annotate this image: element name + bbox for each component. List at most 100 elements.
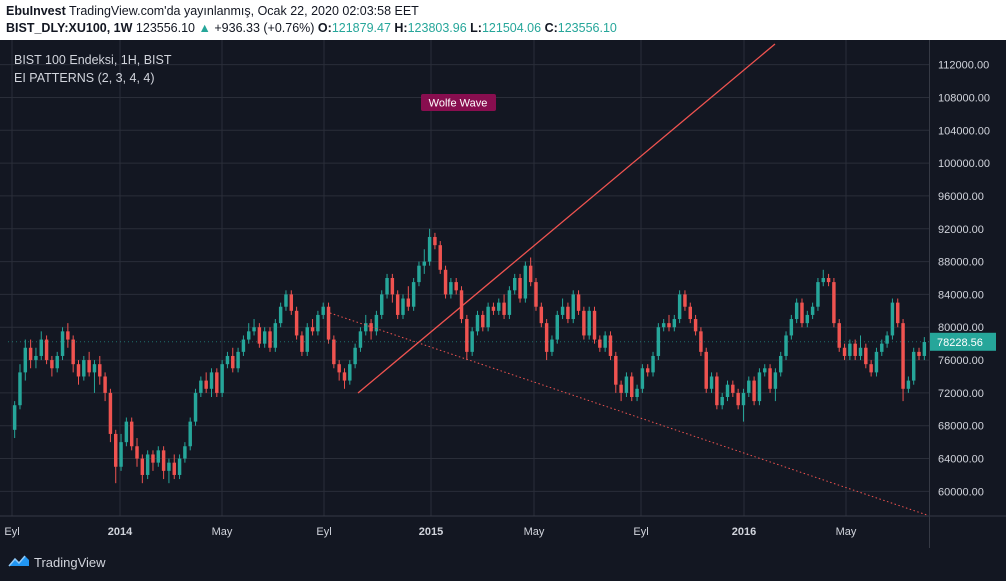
- y-tick-label: 60000.00: [938, 486, 984, 498]
- candle-body: [747, 380, 751, 393]
- candle-body: [300, 335, 304, 352]
- candle-body: [140, 458, 145, 475]
- candle-body: [688, 306, 692, 320]
- candle-body: [624, 376, 629, 393]
- symbol-label[interactable]: BIST_DLY:XU100, 1W: [6, 21, 133, 35]
- candle-body: [832, 282, 836, 324]
- low-value: 121504.06: [481, 21, 542, 35]
- candle-body: [411, 282, 416, 307]
- candle-body: [273, 323, 278, 348]
- candle-body: [459, 290, 464, 320]
- high-label: H:: [394, 21, 408, 35]
- candle-body: [135, 446, 139, 459]
- candle-body: [635, 388, 639, 397]
- candle-body: [885, 335, 889, 344]
- last-price-badge-label: 78228.56: [937, 337, 983, 349]
- candle-body: [763, 368, 767, 373]
- candle-body: [518, 278, 522, 299]
- candle-body: [539, 306, 544, 324]
- wolfe-wave-label-bg[interactable]: [421, 94, 496, 111]
- candle-body: [151, 454, 155, 463]
- candle-body: [810, 306, 815, 315]
- candle-body: [167, 462, 171, 471]
- candle-body: [906, 380, 911, 389]
- candle-body: [305, 327, 309, 352]
- candle-body: [853, 343, 857, 356]
- indicator-legend[interactable]: EI PATTERNS (2, 3, 4, 4): [14, 71, 155, 85]
- candle-body: [247, 331, 251, 340]
- candle-body: [145, 454, 150, 475]
- candle-body: [284, 294, 288, 307]
- candle-body: [209, 372, 214, 389]
- candle-body: [433, 236, 437, 246]
- candle-body: [773, 372, 778, 389]
- candle-body: [358, 331, 363, 348]
- wolfe-wave-label[interactable]: Wolfe Wave: [429, 98, 488, 110]
- candle-body: [911, 351, 916, 381]
- candle-body: [534, 282, 538, 307]
- candle-body: [677, 294, 682, 320]
- candle-body: [66, 331, 70, 340]
- candle-body: [720, 397, 724, 406]
- candle-body: [502, 302, 506, 315]
- wolfe-trendline-up[interactable]: [357, 43, 776, 394]
- x-tick-label: 2016: [732, 526, 756, 538]
- candle-body: [337, 364, 341, 373]
- candle-body: [103, 376, 107, 393]
- candle-body: [869, 364, 873, 373]
- candle-body: [342, 372, 347, 381]
- candle-body: [651, 355, 655, 373]
- candle-body: [193, 392, 198, 422]
- candle-body: [768, 368, 772, 389]
- candle-body: [129, 421, 134, 447]
- candle-body: [693, 319, 698, 332]
- publish-date: TradingView.com'da yayınlanmış, Ocak 22,…: [69, 4, 419, 18]
- candle-body: [257, 327, 262, 344]
- candle-body: [188, 421, 192, 447]
- candle-body: [752, 380, 756, 402]
- low-label: L:: [470, 21, 482, 35]
- x-tick-label: Eyl: [4, 526, 19, 538]
- close-label: C:: [544, 21, 558, 35]
- candle-body: [364, 323, 368, 332]
- x-tick-label: May: [836, 526, 857, 538]
- y-tick-label: 72000.00: [938, 388, 984, 400]
- candle-body: [390, 278, 395, 295]
- tradingview-logo-icon: [8, 555, 29, 567]
- candle-body: [34, 355, 38, 361]
- price-change: +936.33 (+0.76%): [214, 21, 315, 35]
- publish-info: EbuInvest TradingView.com'da yayınlanmış…: [6, 4, 419, 18]
- candle-body: [481, 314, 485, 328]
- candle-body: [332, 339, 336, 365]
- candle-body: [289, 294, 294, 311]
- wolfe-trendline-dotted[interactable]: [329, 312, 928, 516]
- candle-body: [512, 278, 517, 291]
- tradingview-brand[interactable]: TradingView: [34, 555, 106, 570]
- candle-body: [369, 323, 373, 332]
- y-tick-label: 104000.00: [938, 125, 990, 137]
- candle-body: [353, 347, 357, 365]
- candle-body: [917, 351, 921, 356]
- candle-body: [656, 327, 661, 356]
- author-name[interactable]: EbuInvest: [6, 4, 66, 18]
- candle-body: [204, 380, 208, 389]
- candle-body: [252, 327, 256, 332]
- candle-body: [848, 343, 852, 356]
- series-legend[interactable]: BIST 100 Endeksi, 1H, BIST: [14, 53, 172, 67]
- y-tick-label: 92000.00: [938, 224, 984, 236]
- candle-body: [465, 319, 469, 352]
- candle-body: [715, 376, 719, 406]
- candle-body: [199, 380, 203, 393]
- candle-body: [560, 306, 565, 315]
- candle-body: [449, 282, 453, 295]
- y-tick-label: 88000.00: [938, 257, 984, 269]
- candle-body: [858, 347, 863, 356]
- candle-body: [443, 269, 448, 295]
- candle-body: [582, 310, 586, 336]
- candle-body: [108, 392, 113, 434]
- x-tick-label: Eyl: [633, 526, 648, 538]
- x-tick-label: 2015: [419, 526, 443, 538]
- candle-body: [736, 392, 740, 406]
- price-chart[interactable]: 112000.00 108000.00 104000.00 100000.00 9600…: [0, 0, 1006, 548]
- candle-body: [576, 294, 581, 311]
